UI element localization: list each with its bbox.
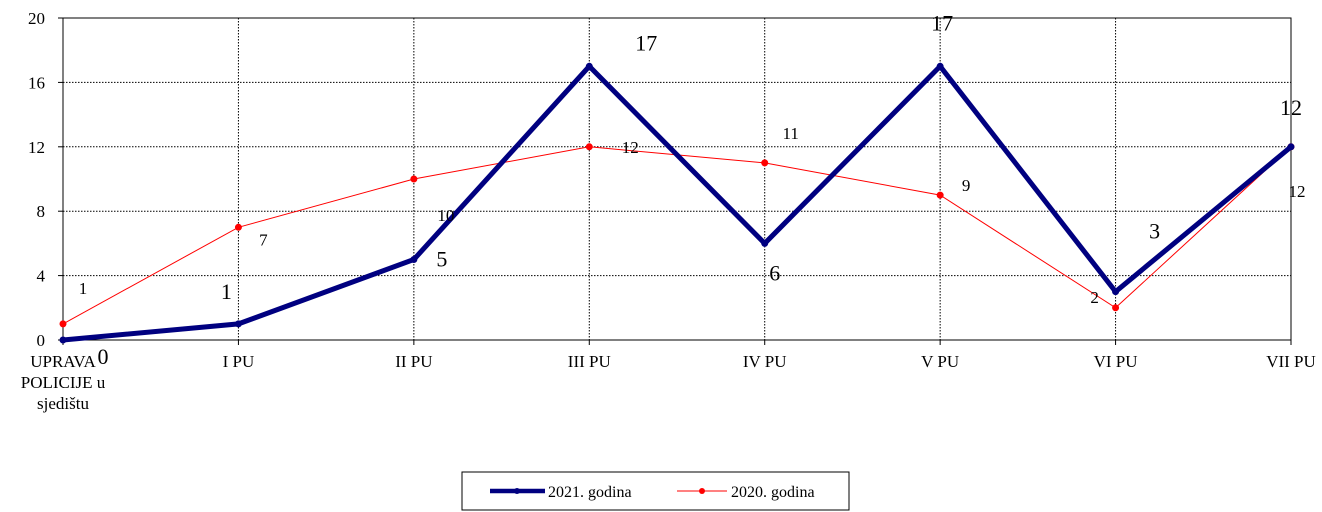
y-tick-label: 0 [37,331,46,350]
x-axis-ticks: UPRAVA POLICIJE u sjedištu I PU II PU III PU I… [21,352,1316,413]
data-label-2021: 17 [931,10,953,35]
data-label-2021: 5 [436,247,447,272]
legend-marker-2021 [514,488,520,494]
data-label-2020: 11 [783,124,799,143]
data-label-2021: 17 [635,30,657,55]
x-tick-label: sjedištu [37,394,89,413]
series-line-2021 [62,62,1293,343]
data-label-2020: 12 [1289,182,1306,201]
data-point-2020 [234,223,242,231]
data-point-2021 [1112,288,1120,296]
data-point-2021 [234,320,242,328]
x-tick-label: II PU [395,352,432,371]
legend-label-2020: 2020. godina [731,484,815,501]
data-point-2021 [1287,143,1295,151]
x-tick-label: UPRAVA [30,352,96,371]
x-tick-label: IV PU [743,352,787,371]
data-label-2020: 7 [259,230,268,249]
grid-lines [63,17,1292,340]
data-label-2021: 6 [769,260,780,285]
legend-marker-2020 [699,488,705,494]
x-tick-label: I PU [223,352,255,371]
data-label-2020: 1 [79,279,88,298]
x-tick-label: VI PU [1094,352,1138,371]
y-axis-ticks: 0 4 8 12 16 20 [28,9,46,350]
data-point-2021 [761,239,769,247]
legend-label-2021: 2021. godina [548,484,632,501]
data-label-2021: 3 [1149,219,1160,244]
data-point-2021 [59,336,67,344]
series-line-2020 [62,146,1292,325]
axes [58,17,1292,345]
y-tick-label: 16 [28,73,45,92]
series-layer [59,62,1295,344]
data-label-2020: 2 [1090,288,1099,307]
x-tick-label: V PU [921,352,959,371]
legend: 2021. godina 2020. godina [461,471,850,511]
data-label-2020: 12 [622,138,639,157]
data-label-2020: 10 [437,206,454,225]
data-point-2020 [585,143,593,151]
data-point-2021 [410,256,418,263]
x-tick-label: III PU [568,352,611,371]
data-label-2021: 1 [221,279,232,304]
data-label-2020: 9 [962,176,971,195]
data-label-2021: 12 [1280,95,1302,120]
data-point-2020 [936,191,944,199]
x-tick-label: VII PU [1266,352,1316,371]
plot-area-border [62,17,1292,341]
data-point-2021 [585,62,593,70]
y-tick-label: 12 [28,138,45,157]
y-tick-label: 20 [28,9,45,28]
data-point-2021 [936,62,944,70]
y-tick-label: 4 [37,267,46,286]
data-label-2021: 0 [98,344,109,369]
y-tick-label: 8 [37,202,46,221]
data-point-2020 [1112,304,1120,312]
data-point-2020 [410,175,418,183]
data-point-2020 [761,159,769,167]
x-tick-label: POLICIJE u [21,373,106,392]
data-point-2020 [59,320,67,328]
